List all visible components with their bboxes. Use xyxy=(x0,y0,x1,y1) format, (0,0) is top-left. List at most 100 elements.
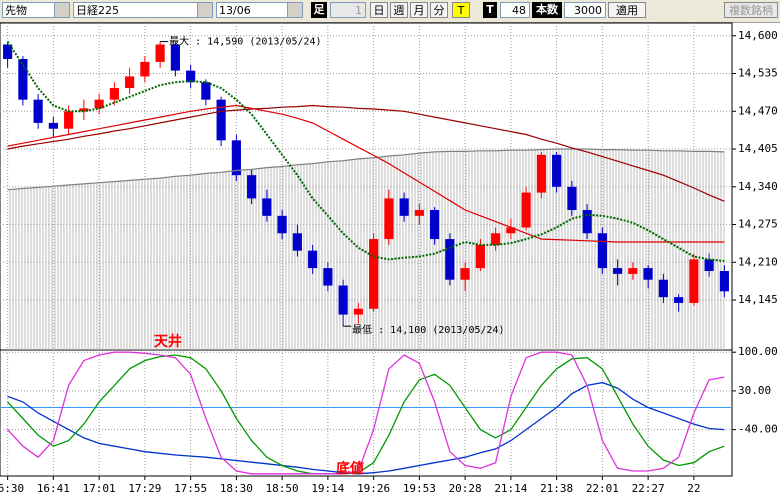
apply-button[interactable]: 適用 xyxy=(608,2,646,18)
candle-body xyxy=(353,308,363,315)
candle-body xyxy=(216,99,226,141)
y-tick-label: 14,275 xyxy=(738,218,778,231)
candle-body xyxy=(491,233,501,245)
bar-label: 足 xyxy=(311,2,327,18)
count-input[interactable]: 3000 xyxy=(564,2,606,18)
moving-average xyxy=(7,148,725,191)
candle-body xyxy=(109,88,119,100)
candle-body xyxy=(643,268,653,280)
y-tick-label: 100.00 xyxy=(738,345,778,358)
annotation-floor: 底値 xyxy=(336,460,364,477)
x-tick-label: 20:28 xyxy=(449,482,482,495)
y-tick-label: -40.00 xyxy=(738,423,778,436)
moving-average xyxy=(6,41,725,263)
candle-body xyxy=(79,108,89,112)
oscillator-line xyxy=(7,381,725,475)
y-tick-label: 14,600 xyxy=(738,29,778,42)
candle-body xyxy=(186,70,196,83)
candle-body xyxy=(704,259,714,272)
candle-body xyxy=(18,59,28,100)
candle-body xyxy=(536,154,546,193)
candle-body xyxy=(384,198,394,240)
period-button[interactable]: 月 xyxy=(410,2,428,18)
x-tick-label: 22 xyxy=(687,482,700,495)
period-button[interactable]: 日 xyxy=(370,2,388,18)
y-tick-label: 14,405 xyxy=(738,142,778,155)
candle-body xyxy=(369,239,379,309)
y-tick-label: 14,210 xyxy=(738,255,778,268)
y-tick-label: 14,340 xyxy=(738,180,778,193)
period-button[interactable]: 分 xyxy=(430,2,448,18)
bar-count: 1 xyxy=(330,2,366,18)
candle-body xyxy=(597,233,607,269)
candle-body xyxy=(201,82,211,100)
candle-body xyxy=(231,140,241,176)
candle-body xyxy=(613,268,623,274)
candle-body xyxy=(277,215,287,234)
candle-body xyxy=(552,154,562,187)
moving-average xyxy=(7,104,725,202)
candle-body xyxy=(414,210,424,216)
candle-body xyxy=(460,268,470,280)
candle-body xyxy=(262,198,272,216)
x-tick-label: 19:14 xyxy=(311,482,344,495)
candle-body xyxy=(338,285,348,315)
x-tick-label: 17:29 xyxy=(128,482,161,495)
oscillator-line xyxy=(7,354,725,475)
count-label: 本数 xyxy=(532,2,562,18)
candle-body xyxy=(170,44,180,71)
candle-body xyxy=(247,175,257,199)
annotation-ceiling: 天井 xyxy=(154,333,182,350)
symbol-select[interactable]: 日経225 xyxy=(73,2,213,18)
multi-button: 複数銘柄 xyxy=(724,2,778,18)
annotation-low: 最低 : 14,100 (2013/05/24) xyxy=(352,324,504,336)
candle-body xyxy=(506,227,516,234)
moving-average xyxy=(7,104,725,243)
candle-body xyxy=(658,279,668,298)
candle-body xyxy=(33,99,43,123)
market-select[interactable]: 先物 xyxy=(2,2,70,18)
oscillator-panel xyxy=(0,349,733,477)
x-tick-label: 19:53 xyxy=(403,482,436,495)
y-tick-label: 14,535 xyxy=(738,67,778,80)
period-button[interactable]: T xyxy=(452,2,470,18)
month-select[interactable]: 13/06 xyxy=(216,2,303,18)
candle-body xyxy=(292,233,302,251)
toolbar: 先物 日経225 13/06 足 1 日 週 月 分 T T 48 本数 300… xyxy=(0,0,780,23)
period-button[interactable]: 週 xyxy=(390,2,408,18)
oscillator-line xyxy=(7,351,725,475)
x-tick-label: 18:30 xyxy=(220,482,253,495)
x-tick-label: 21:14 xyxy=(494,482,527,495)
candle-body xyxy=(689,259,699,303)
candle-body xyxy=(628,268,638,274)
candle-body xyxy=(140,61,150,77)
t-input[interactable]: 48 xyxy=(500,2,530,18)
candle-body xyxy=(64,111,74,129)
x-tick-label: 22:27 xyxy=(632,482,665,495)
t-label: T xyxy=(483,2,497,18)
x-tick-label: 21:38 xyxy=(540,482,573,495)
candle-body xyxy=(521,192,531,228)
candle-body xyxy=(582,210,592,234)
x-tick-label: 18:50 xyxy=(266,482,299,495)
candle-body xyxy=(48,122,58,129)
candle-body xyxy=(3,44,13,60)
x-tick-label: 22:01 xyxy=(586,482,619,495)
x-tick-label: 19:26 xyxy=(357,482,390,495)
candle-body xyxy=(399,198,409,216)
y-tick-label: 14,145 xyxy=(738,293,778,306)
candle-body xyxy=(475,244,485,269)
candle-body xyxy=(430,210,440,240)
candle-body xyxy=(94,99,104,109)
x-tick-label: 17:55 xyxy=(174,482,207,495)
candle-body xyxy=(445,239,455,280)
x-tick-label: 16:30 xyxy=(0,482,24,495)
candle-body xyxy=(323,268,333,286)
candle-body xyxy=(125,76,135,89)
y-tick-label: 30.00 xyxy=(738,384,771,397)
candle-body xyxy=(719,271,729,292)
y-tick-label: 14,470 xyxy=(738,104,778,117)
candle-body xyxy=(567,186,577,211)
